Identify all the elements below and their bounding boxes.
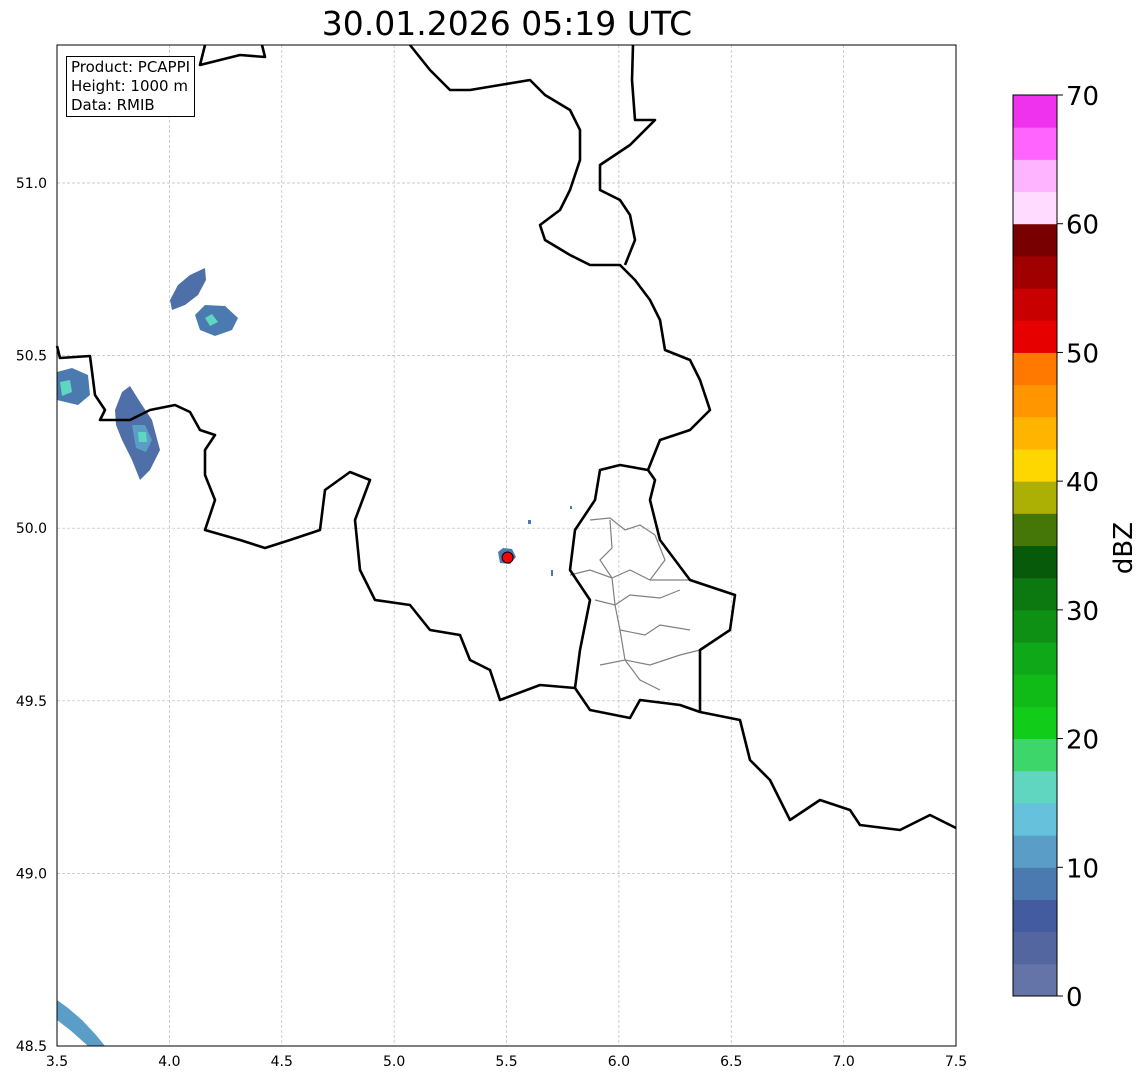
x-tick-label: 5.0 (383, 1054, 405, 1070)
colorbar-bin (1013, 384, 1057, 418)
y-tick-label: 48.5 (16, 1039, 47, 1055)
x-tick-label: 7.0 (832, 1054, 854, 1070)
product-info-box: Product: PCAPPI Height: 1000 m Data: RMI… (66, 56, 196, 117)
border-north (198, 44, 267, 67)
colorbar-bin (1013, 706, 1057, 740)
colorbar-bin (1013, 577, 1057, 611)
y-tick-label: 50.5 (16, 349, 47, 365)
border-belgium-france (55, 345, 957, 832)
echo-cell (205, 314, 218, 326)
echo-cell (170, 268, 206, 310)
y-tick-label: 51.0 (16, 176, 47, 192)
product-label: Product: PCAPPI (71, 58, 191, 76)
x-tick-label: 4.5 (271, 1054, 293, 1070)
colorbar-bin (1013, 931, 1057, 965)
colorbar-bin (1013, 738, 1057, 772)
radar-echoes (57, 268, 572, 1046)
colorbar-tick-label: 50 (1066, 339, 1099, 369)
colorbar-tick-label: 60 (1066, 211, 1099, 241)
y-axis-ticks: 48.5 49.0 49.5 50.0 50.5 51.0 (16, 176, 47, 1055)
x-tick-label: 6.0 (608, 1054, 630, 1070)
colorbar-bin (1013, 674, 1057, 707)
echo-cell (57, 1000, 105, 1046)
colorbar-tick-label: 20 (1066, 726, 1099, 756)
colorbar-bin (1013, 127, 1057, 160)
country-borders (55, 44, 957, 832)
x-axis-ticks: 3.5 4.0 4.5 5.0 5.5 6.0 6.5 7.0 7.5 (46, 1054, 967, 1070)
border-netherlands-germany (598, 44, 657, 266)
colorbar: 0 10 20 30 40 50 60 70 (1012, 82, 1099, 1013)
colorbar-bin (1013, 963, 1057, 997)
grid-lines (56, 45, 957, 1047)
colorbar-bin (1013, 255, 1057, 289)
colorbar-bin (1013, 802, 1057, 836)
colorbar-bin (1013, 191, 1057, 225)
colorbar-bin (1013, 352, 1057, 386)
x-tick-label: 4.0 (158, 1054, 180, 1070)
colorbar-bin (1013, 899, 1057, 933)
y-tick-label: 49.0 (16, 866, 47, 882)
colorbar-bin (1013, 159, 1057, 193)
map-title: 30.01.2026 05:19 UTC (321, 4, 693, 43)
echo-cell (57, 368, 90, 405)
colorbar-bin (1013, 448, 1057, 482)
colorbar-frame (1012, 94, 1058, 997)
y-tick-label: 49.5 (16, 694, 47, 710)
echo-speck (570, 506, 572, 509)
colorbar-bin (1013, 609, 1057, 643)
map-frame (56, 44, 957, 1047)
colorbar-bin (1013, 95, 1057, 128)
colorbar-bin (1013, 481, 1057, 514)
colorbar-bin (1013, 320, 1057, 353)
colorbar-bin (1013, 288, 1057, 321)
border-luxembourg (568, 463, 737, 712)
colorbar-bin (1013, 513, 1057, 546)
x-tick-label: 5.5 (495, 1054, 517, 1070)
radar-site-marker (501, 551, 514, 564)
colorbar-tick-label: 40 (1066, 468, 1099, 498)
x-tick-label: 6.5 (720, 1054, 742, 1070)
data-source-label: Data: RMIB (71, 96, 155, 114)
colorbar-bin (1013, 835, 1057, 868)
echo-speck (528, 520, 531, 524)
colorbar-bin (1013, 416, 1057, 450)
colorbar-tick-label: 30 (1066, 597, 1099, 627)
echo-speck (551, 570, 553, 576)
colorbar-tick-label: 70 (1066, 82, 1099, 112)
colorbar-bin (1013, 223, 1057, 257)
echo-cell (138, 432, 147, 442)
x-tick-label: 7.5 (945, 1054, 967, 1070)
border-belgium-germany (408, 44, 712, 471)
colorbar-tick-label: 0 (1066, 983, 1083, 1013)
colorbar-tick-label: 10 (1066, 854, 1099, 884)
colorbar-bin (1013, 642, 1057, 675)
luxembourg-canton-borders (569, 517, 701, 691)
colorbar-bin (1013, 867, 1057, 900)
colorbar-bin (1013, 545, 1057, 579)
x-tick-label: 3.5 (46, 1054, 68, 1070)
y-tick-label: 50.0 (16, 521, 47, 537)
colorbar-label: dBZ (1109, 522, 1139, 574)
colorbar-bin (1013, 770, 1057, 804)
height-label: Height: 1000 m (71, 77, 188, 95)
echo-cell (60, 380, 72, 396)
